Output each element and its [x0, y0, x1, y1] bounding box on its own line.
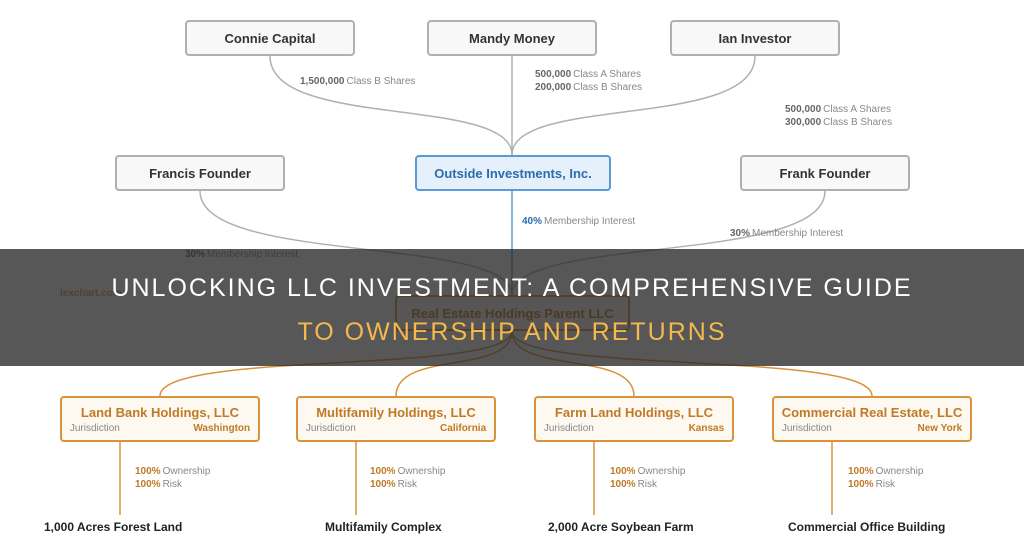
node-subtitle: JurisdictionWashington	[70, 423, 250, 434]
node-title: Commercial Real Estate, LLC	[782, 405, 963, 420]
node-subtitle: JurisdictionNew York	[782, 423, 962, 434]
node-title: Francis Founder	[149, 166, 251, 181]
sub-stake-3: 100%Ownership100%Risk	[848, 465, 923, 491]
node-subtitle: JurisdictionCalifornia	[306, 423, 486, 434]
shares-mandy: 500,000Class A Shares200,000Class B Shar…	[535, 68, 642, 94]
node-land: Land Bank Holdings, LLC JurisdictionWashi…	[60, 396, 260, 442]
node-title: Ian Investor	[719, 31, 792, 46]
sub-stake-2: 100%Ownership100%Risk	[610, 465, 685, 491]
node-comm: Commercial Real Estate, LLC JurisdictionN…	[772, 396, 972, 442]
node-ian: Ian Investor	[670, 20, 840, 56]
node-outside: Outside Investments, Inc.	[415, 155, 611, 191]
overlay-line-2: TO OWNERSHIP AND RETURNS	[297, 318, 726, 346]
asset-1: Multifamily Complex	[325, 520, 442, 534]
asset-0: 1,000 Acres Forest Land	[44, 520, 182, 534]
edge-connie-outside	[270, 56, 512, 155]
title-overlay: UNLOCKING LLC INVESTMENT: A COMPREHENSIV…	[0, 249, 1024, 366]
node-connie: Connie Capital	[185, 20, 355, 56]
overlay-line-1: UNLOCKING LLC INVESTMENT: A COMPREHENSIV…	[111, 274, 912, 302]
membership-frank: 30%Membership Interest	[730, 227, 843, 240]
shares-ian: 500,000Class A Shares300,000Class B Shar…	[785, 103, 892, 129]
node-mandy: Mandy Money	[427, 20, 597, 56]
node-francis: Francis Founder	[115, 155, 285, 191]
sub-stake-1: 100%Ownership100%Risk	[370, 465, 445, 491]
node-title: Connie Capital	[224, 31, 315, 46]
node-title: Multifamily Holdings, LLC	[316, 405, 476, 420]
node-frank: Frank Founder	[740, 155, 910, 191]
node-title: Outside Investments, Inc.	[434, 166, 592, 181]
node-farm: Farm Land Holdings, LLC JurisdictionKansa…	[534, 396, 734, 442]
shares-connie: 1,500,000Class B Shares	[300, 75, 415, 88]
node-title: Land Bank Holdings, LLC	[81, 405, 239, 420]
node-title: Frank Founder	[779, 166, 870, 181]
node-title: Farm Land Holdings, LLC	[555, 405, 713, 420]
sub-stake-0: 100%Ownership100%Risk	[135, 465, 210, 491]
node-multi: Multifamily Holdings, LLC JurisdictionCal…	[296, 396, 496, 442]
node-subtitle: JurisdictionKansas	[544, 423, 724, 434]
membership-outside: 40%Membership Interest	[522, 215, 635, 228]
asset-3: Commercial Office Building	[788, 520, 945, 534]
node-title: Mandy Money	[469, 31, 555, 46]
asset-2: 2,000 Acre Soybean Farm	[548, 520, 694, 534]
